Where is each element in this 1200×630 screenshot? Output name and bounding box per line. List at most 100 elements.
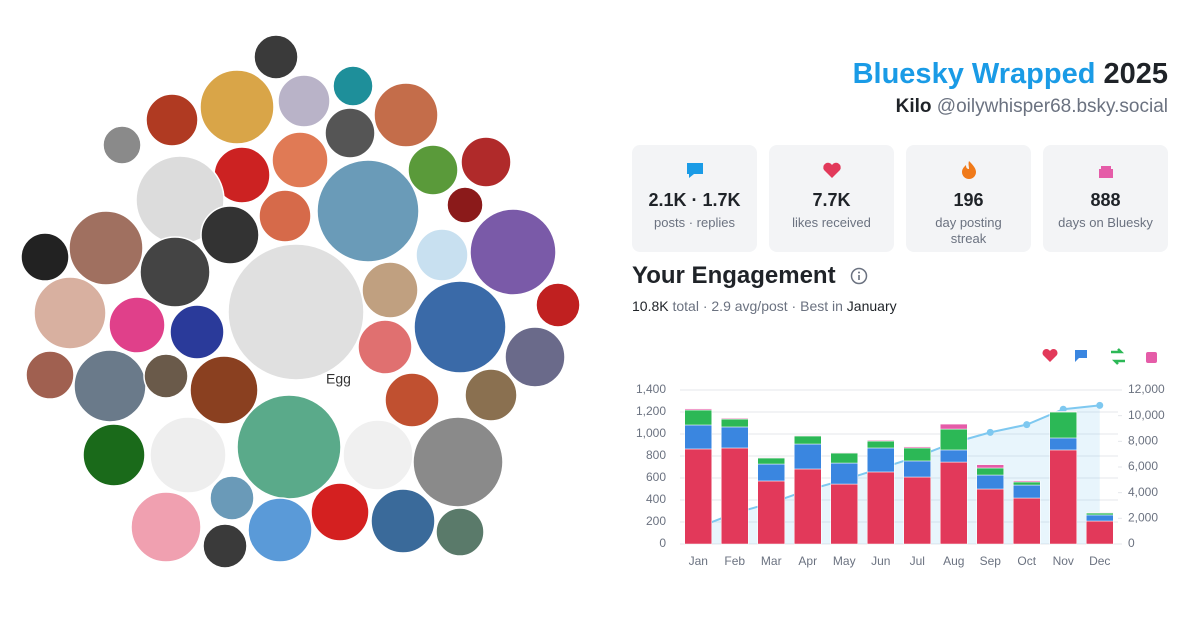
legend-reposts-icon[interactable]	[1111, 348, 1125, 365]
bar-segment	[721, 447, 749, 545]
display-name: Kilo	[895, 96, 932, 117]
avatar	[271, 131, 329, 189]
avatar	[202, 523, 248, 569]
bar-segment	[940, 423, 968, 430]
bar-segment	[867, 471, 895, 545]
bar-segment	[684, 409, 712, 426]
bar-segment	[1086, 520, 1114, 545]
line-point	[986, 428, 994, 436]
title: Bluesky Wrapped 2025	[853, 58, 1168, 91]
avatar	[258, 189, 312, 243]
avatar	[236, 394, 342, 500]
bar-segment	[830, 452, 858, 454]
avatar	[332, 65, 374, 107]
line-point	[1023, 421, 1031, 429]
y2-tick-label: 12,000	[1128, 382, 1165, 396]
x-tick-label: Oct	[1017, 554, 1036, 568]
bar-segment	[903, 447, 931, 462]
title-text: Bluesky Wrapped	[852, 58, 1096, 90]
avatar	[412, 416, 504, 508]
stat-icon	[961, 161, 976, 179]
stat-label: likes received	[792, 215, 871, 230]
y2-tick-label: 4,000	[1128, 485, 1158, 499]
bar-segment	[903, 476, 931, 545]
y2-tick-label: 0	[1128, 536, 1135, 550]
legend-replies-icon[interactable]	[1075, 350, 1087, 362]
legend	[1042, 348, 1157, 365]
avatar	[143, 353, 189, 399]
avatar	[310, 482, 370, 542]
avatar	[361, 261, 419, 319]
x-tick-label: Sep	[980, 554, 1002, 568]
bar-segment	[721, 426, 749, 449]
avatar	[145, 93, 199, 147]
avatar	[435, 507, 485, 557]
avatar	[357, 319, 413, 375]
stat-value: 196	[953, 190, 984, 210]
x-tick-label: Dec	[1089, 554, 1110, 568]
bar-segment	[976, 464, 1004, 469]
chart: 0 200 400 600 800 1,000 1,200 1,400 0 2,000 4,000 6…	[636, 382, 1165, 568]
bar-segment	[903, 446, 931, 449]
avatar	[324, 107, 376, 159]
y-tick-label: 600	[646, 470, 666, 484]
avatar-cluster	[20, 34, 581, 569]
avatar	[373, 82, 439, 148]
x-tick-label: Jan	[689, 554, 708, 568]
y2-tick-label: 10,000	[1128, 408, 1165, 422]
y2-tick-label: 6,000	[1128, 459, 1158, 473]
y-tick-label: 0	[659, 536, 666, 550]
stat-label: posts · replies	[654, 215, 735, 230]
avatar	[247, 497, 313, 563]
bar-segment	[794, 435, 822, 437]
avatar	[102, 125, 142, 165]
bar-segment	[976, 474, 1004, 490]
bar-segment	[940, 461, 968, 545]
bar-segment	[1013, 497, 1041, 545]
bar-segment	[757, 480, 785, 545]
stat-card: 196 day posting streak	[906, 145, 1031, 252]
avatar	[469, 208, 557, 296]
stat-card: 7.7K likes received	[769, 145, 894, 252]
bar-segment	[757, 457, 785, 459]
engagement-title: Your Engagement	[632, 262, 868, 290]
bar-segment	[1049, 437, 1077, 451]
bar-segment	[721, 418, 749, 428]
x-tick-label: Jul	[910, 554, 925, 568]
bar-segment	[976, 488, 1004, 545]
avatar	[464, 368, 518, 422]
avatar	[20, 232, 70, 282]
bar-segment	[684, 448, 712, 545]
avatar	[227, 243, 365, 381]
stat-card: 2.1K · 1.7K posts · replies	[632, 145, 757, 252]
info-icon[interactable]	[850, 267, 868, 285]
avatar	[407, 144, 459, 196]
avatar	[68, 210, 144, 286]
line-point	[1059, 405, 1067, 413]
avatar	[384, 372, 440, 428]
bar-segment	[830, 483, 858, 545]
bar-segment	[830, 452, 858, 464]
bar-segment	[1013, 481, 1041, 486]
bar-segment	[794, 443, 822, 470]
legend-quotes-icon[interactable]	[1146, 352, 1157, 363]
summary-text: total · 2.9 avg/post · Best in	[672, 298, 843, 314]
legend-likes-icon[interactable]	[1042, 348, 1058, 362]
stat-value: 7.7K	[812, 190, 851, 210]
bar-segment	[684, 424, 712, 450]
avatar	[73, 349, 147, 423]
x-tick-label: May	[833, 554, 856, 568]
y-tick-label: 1,400	[636, 382, 666, 396]
bar-segment	[867, 440, 895, 449]
bar-segment	[721, 417, 749, 420]
stat-label: days on Bluesky	[1058, 215, 1153, 230]
x-tick-label: Mar	[761, 554, 782, 568]
bar-segment	[1013, 480, 1041, 483]
x-tick-label: Feb	[724, 554, 745, 568]
avatar	[82, 423, 146, 487]
bar-segment	[1049, 411, 1077, 439]
avatar	[446, 186, 484, 224]
y-tick-label: 200	[646, 514, 666, 528]
